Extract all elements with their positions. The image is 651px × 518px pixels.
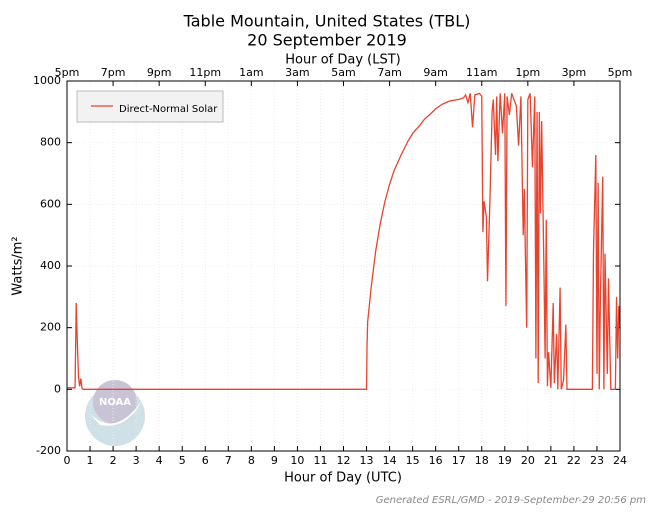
x-tick-label: 24 xyxy=(613,454,627,467)
x-tick-label: 12 xyxy=(337,454,351,467)
x-tick-label: 8 xyxy=(248,454,255,467)
x2-tick-label: 5am xyxy=(331,66,355,79)
y-tick-label: 1000 xyxy=(33,74,61,87)
footer: Generated ESRL/GMD - 2019-September-29 2… xyxy=(376,495,646,506)
chart-subtitle: 20 September 2019 xyxy=(247,31,407,50)
x2-tick-label: 9pm xyxy=(147,66,172,79)
x2-tick-label: 7am xyxy=(377,66,401,79)
x-tick-label: 22 xyxy=(567,454,581,467)
logo-text: NOAA xyxy=(99,397,131,408)
y-tick-label: 600 xyxy=(40,197,61,210)
y-tick-label: 200 xyxy=(40,321,61,334)
x2-tick-label: 9am xyxy=(423,66,447,79)
x2-tick-label: 11am xyxy=(466,66,497,79)
x-tick-label: 3 xyxy=(133,454,140,467)
x-tick-label: 19 xyxy=(498,454,512,467)
x-tick-label: 15 xyxy=(406,454,420,467)
x-tick-label: 18 xyxy=(475,454,489,467)
chart-title: Table Mountain, United States (TBL) xyxy=(183,12,471,31)
x2-tick-label: 1pm xyxy=(515,66,540,79)
x2-axis-label: Hour of Day (LST) xyxy=(285,53,401,68)
x-tick-label: 13 xyxy=(360,454,374,467)
x-tick-label: 6 xyxy=(202,454,209,467)
x-tick-label: 14 xyxy=(383,454,397,467)
x2-tick-label: 5pm xyxy=(55,66,80,79)
x-tick-label: 5 xyxy=(179,454,186,467)
x-tick-label: 21 xyxy=(544,454,558,467)
logo: NOAA xyxy=(85,380,145,446)
x-tick-label: 9 xyxy=(271,454,278,467)
x-tick-label: 20 xyxy=(521,454,535,467)
x-tick-label: 16 xyxy=(429,454,443,467)
x-tick-label: 2 xyxy=(110,454,117,467)
x2-tick-label: 7pm xyxy=(101,66,126,79)
x-axis-label: Hour of Day (UTC) xyxy=(284,471,402,486)
x-tick-label: 4 xyxy=(156,454,163,467)
x2-tick-label: 3am xyxy=(285,66,309,79)
x2-tick-label: 11pm xyxy=(189,66,221,79)
x-tick-label: 10 xyxy=(290,454,304,467)
data-line xyxy=(67,92,621,390)
x-tick-label: 23 xyxy=(590,454,604,467)
y-axis-label: Watts/m² xyxy=(11,236,26,295)
y-tick-label: 0 xyxy=(54,382,61,395)
x-tick-label: 11 xyxy=(313,454,327,467)
legend-label: Direct-Normal Solar xyxy=(119,104,218,115)
x2-tick-label: 5pm xyxy=(608,66,633,79)
x-tick-label: 1 xyxy=(87,454,94,467)
x2-tick-label: 3pm xyxy=(562,66,587,79)
y-tick-label: 400 xyxy=(40,259,61,272)
y-tick-label: -200 xyxy=(36,444,61,457)
x-tick-label: 17 xyxy=(452,454,466,467)
plot-frame xyxy=(66,80,621,452)
x2-tick-label: 1am xyxy=(239,66,263,79)
x-tick-label: 7 xyxy=(225,454,232,467)
y-tick-label: 800 xyxy=(40,136,61,149)
x-tick-label: 0 xyxy=(64,454,71,467)
